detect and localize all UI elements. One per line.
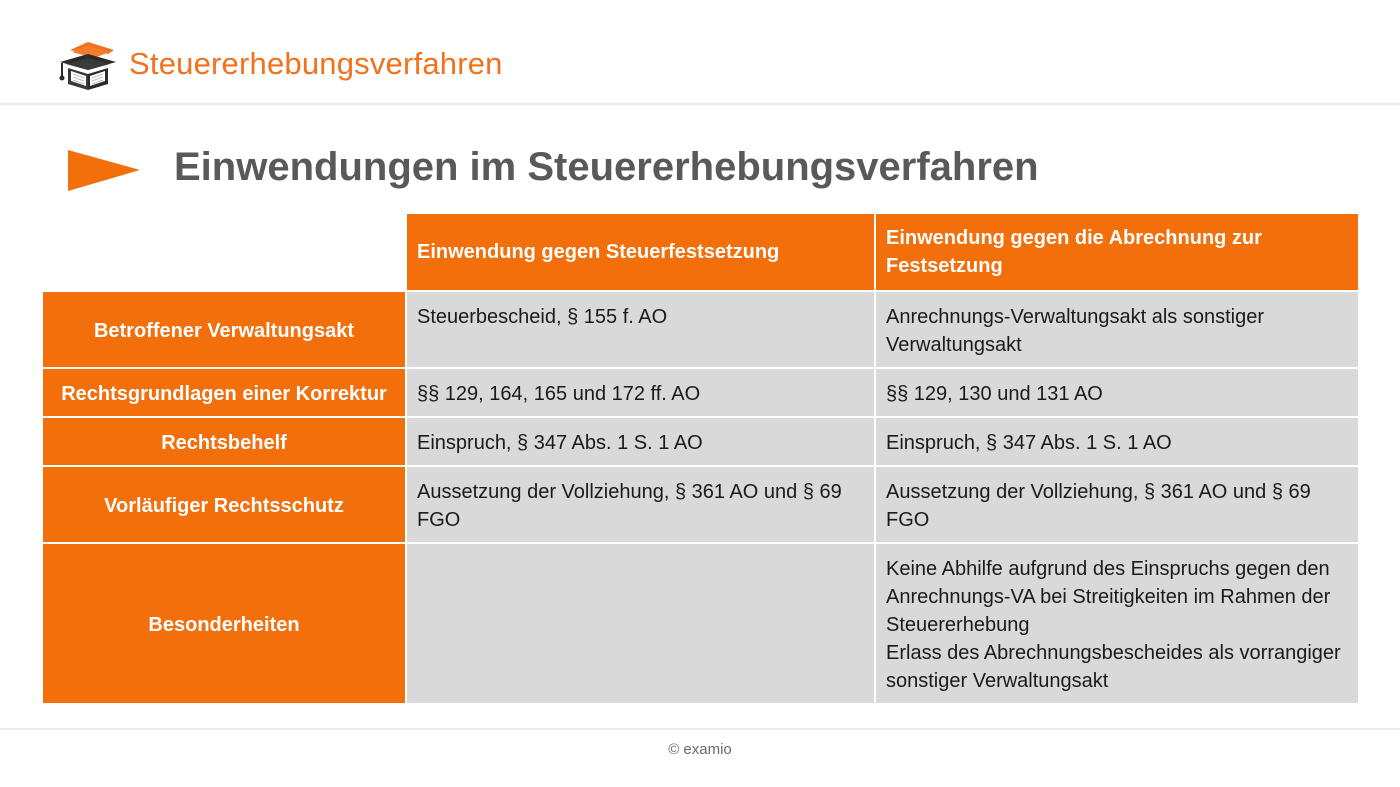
row-label-rechtsschutz: Vorläufiger Rechtsschutz [41, 465, 407, 544]
comparison-table: Einwendung gegen Steuerfestsetzung Einwe… [41, 212, 1360, 705]
table-row: Betroffener Verwaltungsakt Steuerbeschei… [41, 290, 1360, 369]
footer-divider [0, 728, 1400, 730]
table-cell: §§ 129, 130 und 131 AO [874, 367, 1360, 418]
table-row: Vorläufiger Rechtsschutz Aussetzung der … [41, 465, 1360, 544]
table-corner-cell [41, 212, 407, 292]
table-cell: Anrechnungs-Verwaltungsakt als sonstiger… [874, 290, 1360, 369]
table-row: Rechtsgrundlagen einer Korrektur §§ 129,… [41, 367, 1360, 418]
table-row: Rechtsbehelf Einspruch, § 347 Abs. 1 S. … [41, 416, 1360, 467]
table-row: Besonderheiten Keine Abhilfe aufgrund de… [41, 542, 1360, 705]
header-bar: Steuererhebungsverfahren [0, 0, 1400, 105]
table-cell: Keine Abhilfe aufgrund des Einspruchs ge… [874, 542, 1360, 705]
table-cell: Steuerbescheid, § 155 f. AO [405, 290, 876, 369]
table-cell: Einspruch, § 347 Abs. 1 S. 1 AO [874, 416, 1360, 467]
graduation-cap-book-icon [59, 42, 116, 90]
column-header-abrechnung: Einwendung gegen die Abrechnung zur Fest… [874, 212, 1360, 292]
row-label-rechtsbehelf: Rechtsbehelf [41, 416, 407, 467]
table-cell: Aussetzung der Vollziehung, § 361 AO und… [874, 465, 1360, 544]
table-cell: Einspruch, § 347 Abs. 1 S. 1 AO [405, 416, 876, 467]
app-title: Steuererhebungsverfahren [129, 46, 503, 81]
table-header-row: Einwendung gegen Steuerfestsetzung Einwe… [41, 212, 1360, 292]
arrow-icon [68, 150, 140, 191]
table-cell: Aussetzung der Vollziehung, § 361 AO und… [405, 465, 876, 544]
table-cell [405, 542, 876, 705]
row-label-verwaltungsakt: Betroffener Verwaltungsakt [41, 290, 407, 369]
row-label-besonderheiten: Besonderheiten [41, 542, 407, 705]
table-cell: §§ 129, 164, 165 und 172 ff. AO [405, 367, 876, 418]
footer-copyright: © examio [668, 741, 732, 758]
page-title: Einwendungen im Steuererhebungsverfahren [174, 145, 1039, 189]
column-header-steuerfestsetzung: Einwendung gegen Steuerfestsetzung [405, 212, 876, 292]
row-label-rechtsgrundlagen: Rechtsgrundlagen einer Korrektur [41, 367, 407, 418]
